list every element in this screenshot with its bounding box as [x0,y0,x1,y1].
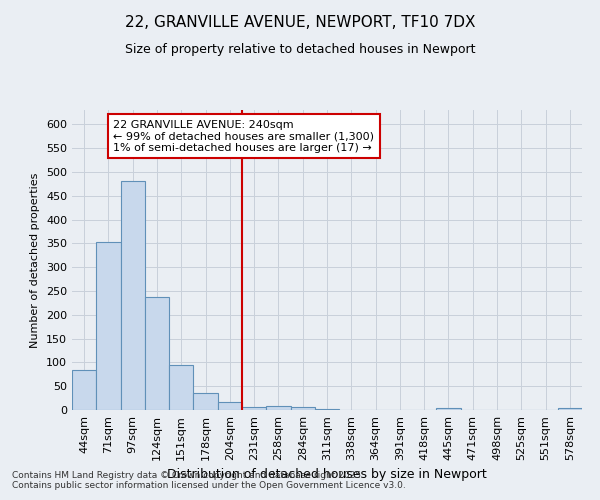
Bar [290,406,315,410]
Bar [145,297,169,410]
Text: 22, GRANVILLE AVENUE, NEWPORT, TF10 7DX: 22, GRANVILLE AVENUE, NEWPORT, TF10 7DX [125,15,475,30]
Bar [72,370,96,410]
Bar [558,408,582,410]
X-axis label: Distribution of detached houses by size in Newport: Distribution of detached houses by size … [167,468,487,481]
Bar [193,393,218,410]
Y-axis label: Number of detached properties: Number of detached properties [31,172,40,348]
Bar [96,242,121,410]
Bar [436,408,461,410]
Bar [121,182,145,410]
Bar [218,402,242,410]
Text: Contains HM Land Registry data © Crown copyright and database right 2025.
Contai: Contains HM Land Registry data © Crown c… [12,470,406,490]
Text: 22 GRANVILLE AVENUE: 240sqm
← 99% of detached houses are smaller (1,300)
1% of s: 22 GRANVILLE AVENUE: 240sqm ← 99% of det… [113,120,374,152]
Text: Size of property relative to detached houses in Newport: Size of property relative to detached ho… [125,42,475,56]
Bar [266,406,290,410]
Bar [242,406,266,410]
Bar [169,365,193,410]
Bar [315,408,339,410]
